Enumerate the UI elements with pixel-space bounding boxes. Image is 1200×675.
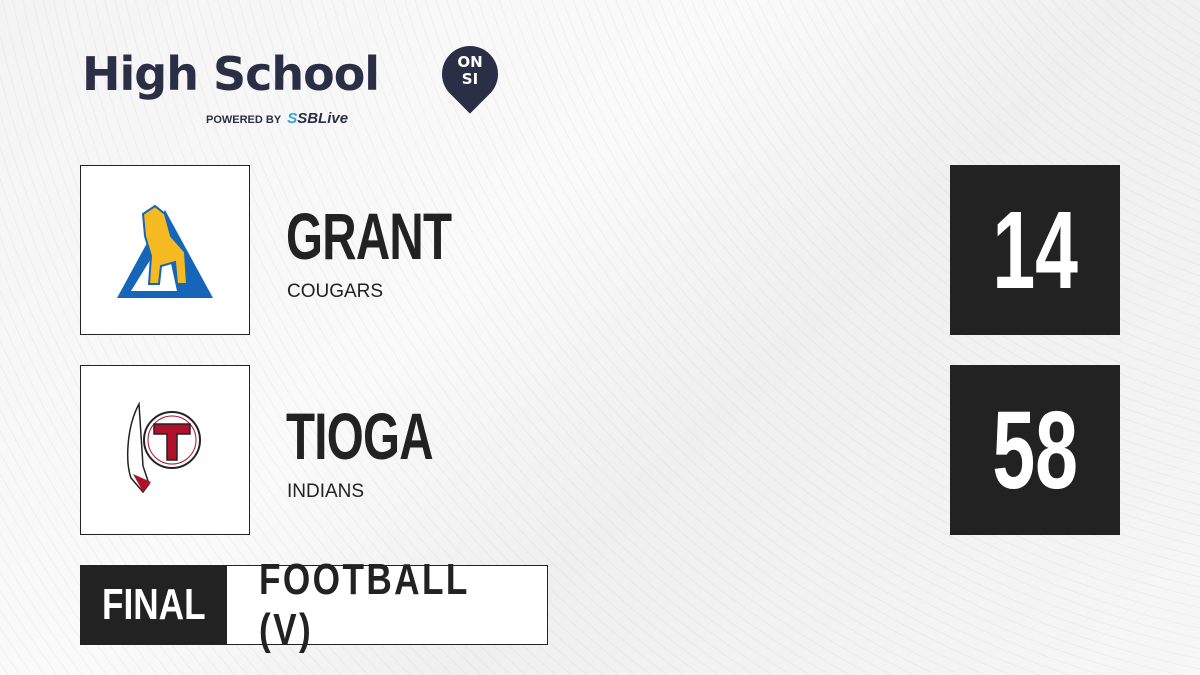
sport-label: FOOTBALL (V) xyxy=(227,555,547,654)
on-si-badge: ON SI xyxy=(442,54,498,88)
t-feather-logo-icon xyxy=(126,401,201,494)
final-label: FINAL xyxy=(81,566,227,644)
team-name: GRANT xyxy=(286,199,452,273)
team-score: 14 xyxy=(950,165,1120,335)
badge-line1: ON xyxy=(457,53,483,71)
team-name: TIOGA xyxy=(286,399,434,473)
team-score: 58 xyxy=(950,365,1120,535)
powered-by-label: POWERED BY xyxy=(206,114,282,126)
team-logo-grant xyxy=(80,165,250,335)
status-text: FINAL xyxy=(102,580,206,629)
team-mascot: INDIANS xyxy=(287,481,365,502)
high-school-on-si-logo: High School ON SI POWERED BY SSBLive xyxy=(82,34,510,127)
sport-text: FOOTBALL (V) xyxy=(259,555,470,654)
score-value: 14 xyxy=(992,188,1078,312)
cougar-logo-icon xyxy=(117,204,213,298)
badge-line2: SI xyxy=(461,70,479,88)
brand-title: High School xyxy=(82,47,380,101)
team-mascot: COUGARS xyxy=(287,281,384,302)
sblive-wordmark: SBLive xyxy=(297,110,349,127)
sblive-logo: SSBLive xyxy=(287,110,348,127)
team-logo-tioga xyxy=(80,365,250,535)
score-value: 58 xyxy=(992,388,1078,512)
powered-by: POWERED BY SSBLive xyxy=(206,110,348,127)
sblive-mark: S xyxy=(287,110,298,127)
game-status-bar: FINAL FOOTBALL (V) xyxy=(80,555,548,654)
